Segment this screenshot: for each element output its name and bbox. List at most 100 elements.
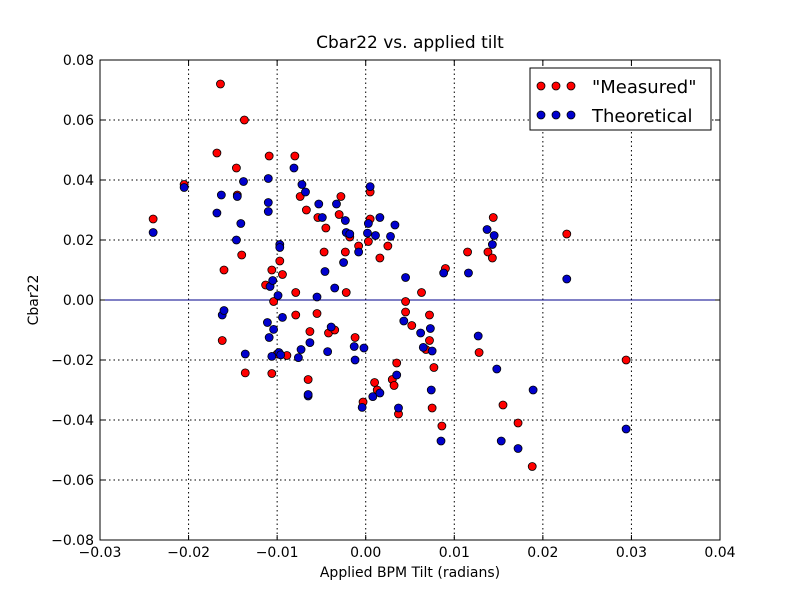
data-point — [319, 247, 329, 257]
data-point — [439, 268, 449, 278]
data-point — [240, 349, 250, 359]
data-point — [359, 343, 369, 353]
data-point — [482, 225, 492, 234]
data-point — [562, 229, 572, 239]
data-point — [562, 274, 572, 284]
data-point — [487, 240, 497, 249]
data-point — [312, 309, 322, 318]
data-point — [357, 402, 367, 412]
data-point — [437, 421, 447, 431]
data-point — [291, 288, 301, 297]
data-point — [321, 223, 331, 233]
data-point — [317, 213, 327, 222]
data-point — [487, 253, 497, 263]
data-point — [326, 322, 336, 332]
data-point — [179, 183, 189, 192]
y-axis-label: Cbar22 — [26, 275, 42, 326]
y-tick-label: 0.08 — [63, 53, 94, 69]
data-point — [236, 219, 246, 228]
data-point — [416, 328, 426, 338]
data-point — [278, 312, 287, 322]
data-point — [341, 288, 351, 297]
x-tick-label: −0.03 — [79, 545, 122, 561]
data-point — [354, 247, 364, 257]
data-point — [219, 265, 229, 275]
data-point — [303, 375, 313, 384]
data-point — [275, 243, 285, 252]
data-point — [429, 363, 439, 372]
data-point — [320, 267, 330, 276]
data-point — [330, 283, 340, 293]
data-point — [427, 346, 437, 356]
data-point — [297, 180, 307, 189]
data-point — [426, 385, 436, 395]
data-point — [269, 297, 279, 306]
data-point — [278, 270, 287, 279]
data-point — [268, 276, 278, 285]
data-point — [621, 424, 631, 434]
legend-marker-dot — [551, 110, 561, 120]
data-point — [216, 79, 225, 89]
data-point — [436, 436, 446, 446]
data-point — [148, 214, 158, 224]
data-point — [216, 190, 226, 200]
x-tick-label: 0.03 — [616, 545, 647, 561]
data-point — [269, 324, 279, 334]
data-point — [303, 390, 313, 399]
data-point — [217, 336, 227, 345]
y-tick-label: −0.08 — [51, 533, 94, 549]
data-point — [350, 355, 360, 365]
data-point — [363, 219, 373, 228]
data-point — [232, 192, 242, 201]
data-point — [425, 324, 435, 333]
data-point — [237, 250, 247, 260]
data-point — [273, 291, 283, 300]
data-point — [392, 358, 402, 368]
data-point — [293, 353, 303, 363]
x-axis-tick-labels: −0.03 −0.02 −0.01 0.00 0.01 0.02 0.03 0.04 — [79, 545, 736, 561]
data-point — [492, 364, 502, 374]
data-point — [513, 418, 523, 428]
data-point — [401, 297, 410, 306]
data-point — [528, 385, 538, 395]
y-tick-label: −0.02 — [51, 353, 94, 369]
legend-marker-dot — [551, 81, 561, 91]
legend-marker-measured — [536, 81, 576, 91]
data-point — [425, 310, 434, 320]
legend-marker-dot — [566, 81, 576, 91]
y-tick-label: 0.00 — [63, 293, 94, 309]
axis-ticks — [99, 59, 721, 541]
data-point — [483, 247, 493, 257]
data-point — [407, 321, 417, 330]
data-point — [489, 231, 499, 240]
y-tick-label: 0.06 — [63, 113, 94, 129]
data-point — [339, 258, 348, 267]
data-point — [305, 327, 315, 336]
data-point — [389, 381, 399, 390]
data-point — [340, 247, 350, 257]
data-point — [231, 235, 241, 245]
data-point — [276, 350, 286, 360]
legend-label-measured: "Measured" — [592, 77, 696, 98]
data-point — [264, 333, 274, 342]
x-tick-label: 0.04 — [704, 545, 735, 561]
data-point — [418, 342, 428, 352]
data-point — [267, 351, 277, 361]
data-point — [392, 370, 402, 380]
data-point — [375, 253, 385, 263]
data-point — [464, 268, 473, 278]
data-point — [368, 392, 378, 402]
data-point — [264, 151, 274, 161]
data-point — [386, 231, 395, 241]
data-point — [363, 237, 373, 246]
data-point — [262, 318, 272, 327]
data-point — [401, 273, 410, 282]
data-point — [340, 216, 350, 225]
data-point — [336, 192, 346, 201]
x-tick-label: 0.02 — [527, 545, 558, 561]
data-point — [332, 199, 341, 209]
x-tick-label: −0.02 — [167, 545, 210, 561]
data-point — [498, 400, 508, 410]
data-point — [289, 163, 299, 173]
data-point — [401, 307, 410, 317]
